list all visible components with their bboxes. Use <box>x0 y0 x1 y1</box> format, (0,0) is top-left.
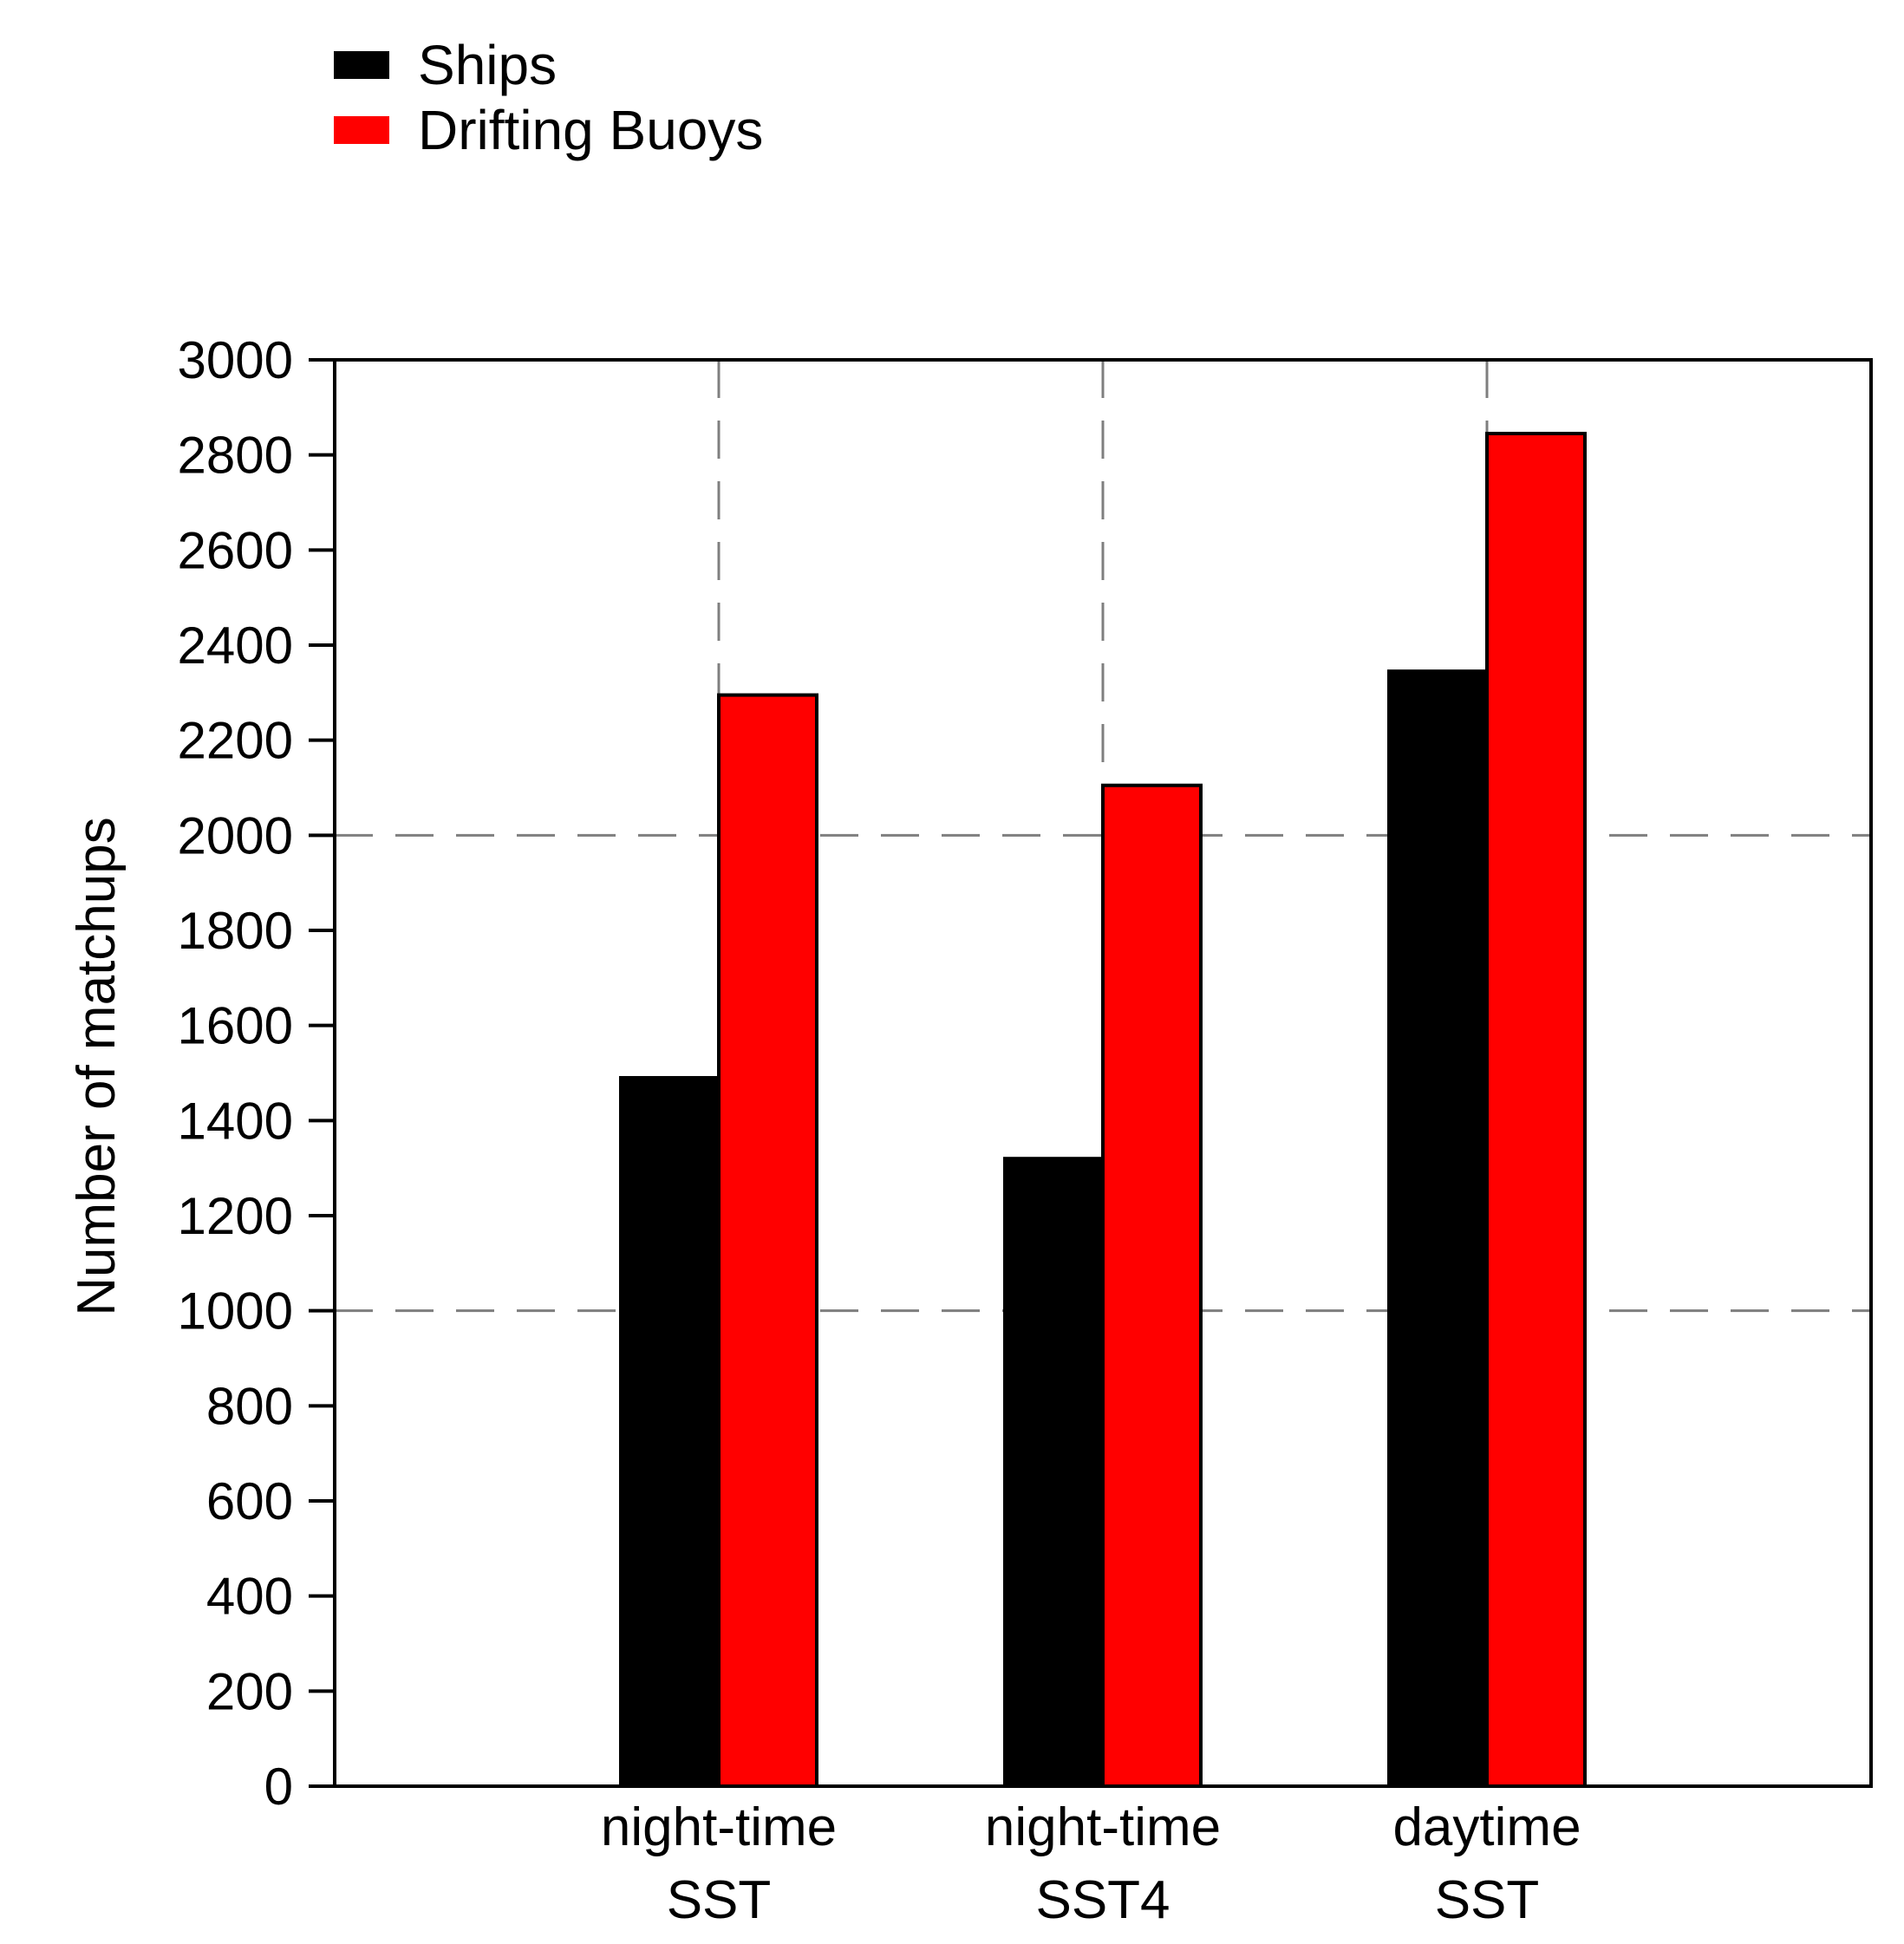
legend-swatch-drifting-buoys <box>334 116 389 144</box>
y-axis-label: Number of matchups <box>67 817 127 1315</box>
x-tick-label-1-1: SST4 <box>1035 1870 1170 1930</box>
y-tick-label-9: 1800 <box>178 902 293 960</box>
x-tick-label-1-0: night-time <box>985 1797 1221 1857</box>
x-tick-label-2-0: daytime <box>1392 1797 1581 1857</box>
y-tick-label-13: 2600 <box>178 521 293 579</box>
y-tick-label-4: 800 <box>206 1377 293 1435</box>
x-tick-label-0-1: SST <box>667 1870 772 1930</box>
y-tick-label-3: 600 <box>206 1472 293 1530</box>
x-axis-labels: night-time SST night-time SST4 daytime SST <box>601 1797 1581 1930</box>
plot-frame <box>333 358 1873 1788</box>
y-tick-label-10: 2000 <box>178 806 293 864</box>
y-tick-label-6: 1200 <box>178 1187 293 1245</box>
bar-drifting-buoys-2 <box>1485 431 1587 1788</box>
bar-ships-2 <box>1387 669 1489 1788</box>
y-axis: 0 200 400 600 800 1000 1200 1400 1600 1800 2000 220… <box>178 331 335 1816</box>
bars <box>619 431 1587 1789</box>
y-tick-label-7: 1400 <box>178 1092 293 1150</box>
x-tick-label-0-0: night-time <box>601 1797 837 1857</box>
y-tick-label-1: 200 <box>206 1662 293 1720</box>
x-tick-label-2-1: SST <box>1435 1870 1540 1930</box>
y-tick-label-5: 1000 <box>178 1282 293 1341</box>
bar-drifting-buoys-1 <box>1101 783 1203 1789</box>
y-tick-label-14: 2800 <box>178 427 293 485</box>
y-tick-label-15: 3000 <box>178 331 293 389</box>
legend-label-drifting-buoys: Drifting Buoys <box>418 99 763 161</box>
y-tick-label-8: 1600 <box>178 997 293 1055</box>
bar-drifting-buoys-0 <box>717 693 818 1789</box>
y-tick-label-2: 400 <box>206 1568 293 1626</box>
bar-ships-1 <box>1003 1157 1105 1788</box>
legend-swatch-ships <box>334 51 389 79</box>
y-tick-label-11: 2200 <box>178 712 293 770</box>
bar-ships-0 <box>619 1075 721 1788</box>
legend-label-ships: Ships <box>418 34 557 96</box>
y-tick-label-0: 0 <box>264 1758 293 1816</box>
y-tick-label-12: 2400 <box>178 616 293 675</box>
